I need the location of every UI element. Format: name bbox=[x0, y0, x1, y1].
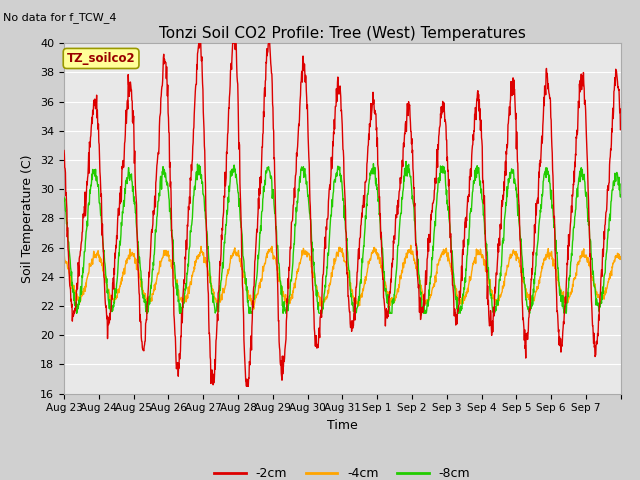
Legend: -2cm, -4cm, -8cm: -2cm, -4cm, -8cm bbox=[209, 462, 476, 480]
Text: TZ_soilco2: TZ_soilco2 bbox=[67, 52, 136, 65]
Text: No data for f_TCW_4: No data for f_TCW_4 bbox=[3, 12, 116, 23]
Title: Tonzi Soil CO2 Profile: Tree (West) Temperatures: Tonzi Soil CO2 Profile: Tree (West) Temp… bbox=[159, 25, 526, 41]
X-axis label: Time: Time bbox=[327, 419, 358, 432]
Y-axis label: Soil Temperature (C): Soil Temperature (C) bbox=[22, 154, 35, 283]
